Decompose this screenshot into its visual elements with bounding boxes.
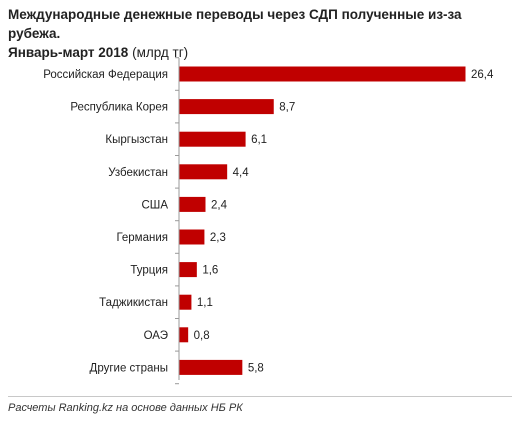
data-label: 1,6 (202, 265, 218, 277)
data-label: 5,8 (248, 362, 264, 374)
category-label: Республика Корея (70, 102, 168, 114)
category-label: Турция (130, 265, 168, 277)
category-label: Таджикистан (99, 297, 168, 309)
title-line-2: Январь-март 2018 (8, 45, 129, 60)
data-label: 26,4 (471, 69, 494, 81)
title-line-1: Международные денежные переводы через СД… (8, 7, 462, 41)
bar (179, 262, 197, 278)
category-label: США (141, 199, 168, 211)
data-label: 8,7 (279, 102, 295, 114)
bar (179, 66, 466, 82)
category-label: Кыргызстан (105, 134, 168, 146)
category-label: ОАЭ (144, 330, 168, 342)
bar (179, 196, 206, 212)
data-label: 2,3 (210, 232, 226, 244)
data-label: 6,1 (251, 134, 267, 146)
category-label: Российская Федерация (43, 69, 168, 81)
category-label: Узбекистан (108, 167, 168, 179)
data-label: 2,4 (211, 199, 228, 211)
bar (179, 327, 189, 343)
bar-chart: Российская Федерация 26,4 Республика Корея… (43, 57, 494, 385)
bar (179, 229, 205, 245)
bar (179, 164, 228, 180)
bar (179, 99, 274, 115)
data-label: 0,8 (194, 330, 210, 342)
footer-divider (8, 396, 512, 397)
category-label: Германия (116, 232, 168, 244)
source-note: Расчеты Ranking.kz на основе данных НБ Р… (8, 402, 243, 414)
unit-label: (млрд тг) (132, 45, 189, 60)
data-label: 4,4 (233, 167, 250, 179)
bar (179, 131, 246, 147)
category-label: Другие страны (90, 362, 168, 374)
bar (179, 359, 243, 375)
bar (179, 294, 192, 310)
chart-title: Международные денежные переводы через СД… (8, 5, 513, 62)
data-label: 1,1 (197, 297, 213, 309)
